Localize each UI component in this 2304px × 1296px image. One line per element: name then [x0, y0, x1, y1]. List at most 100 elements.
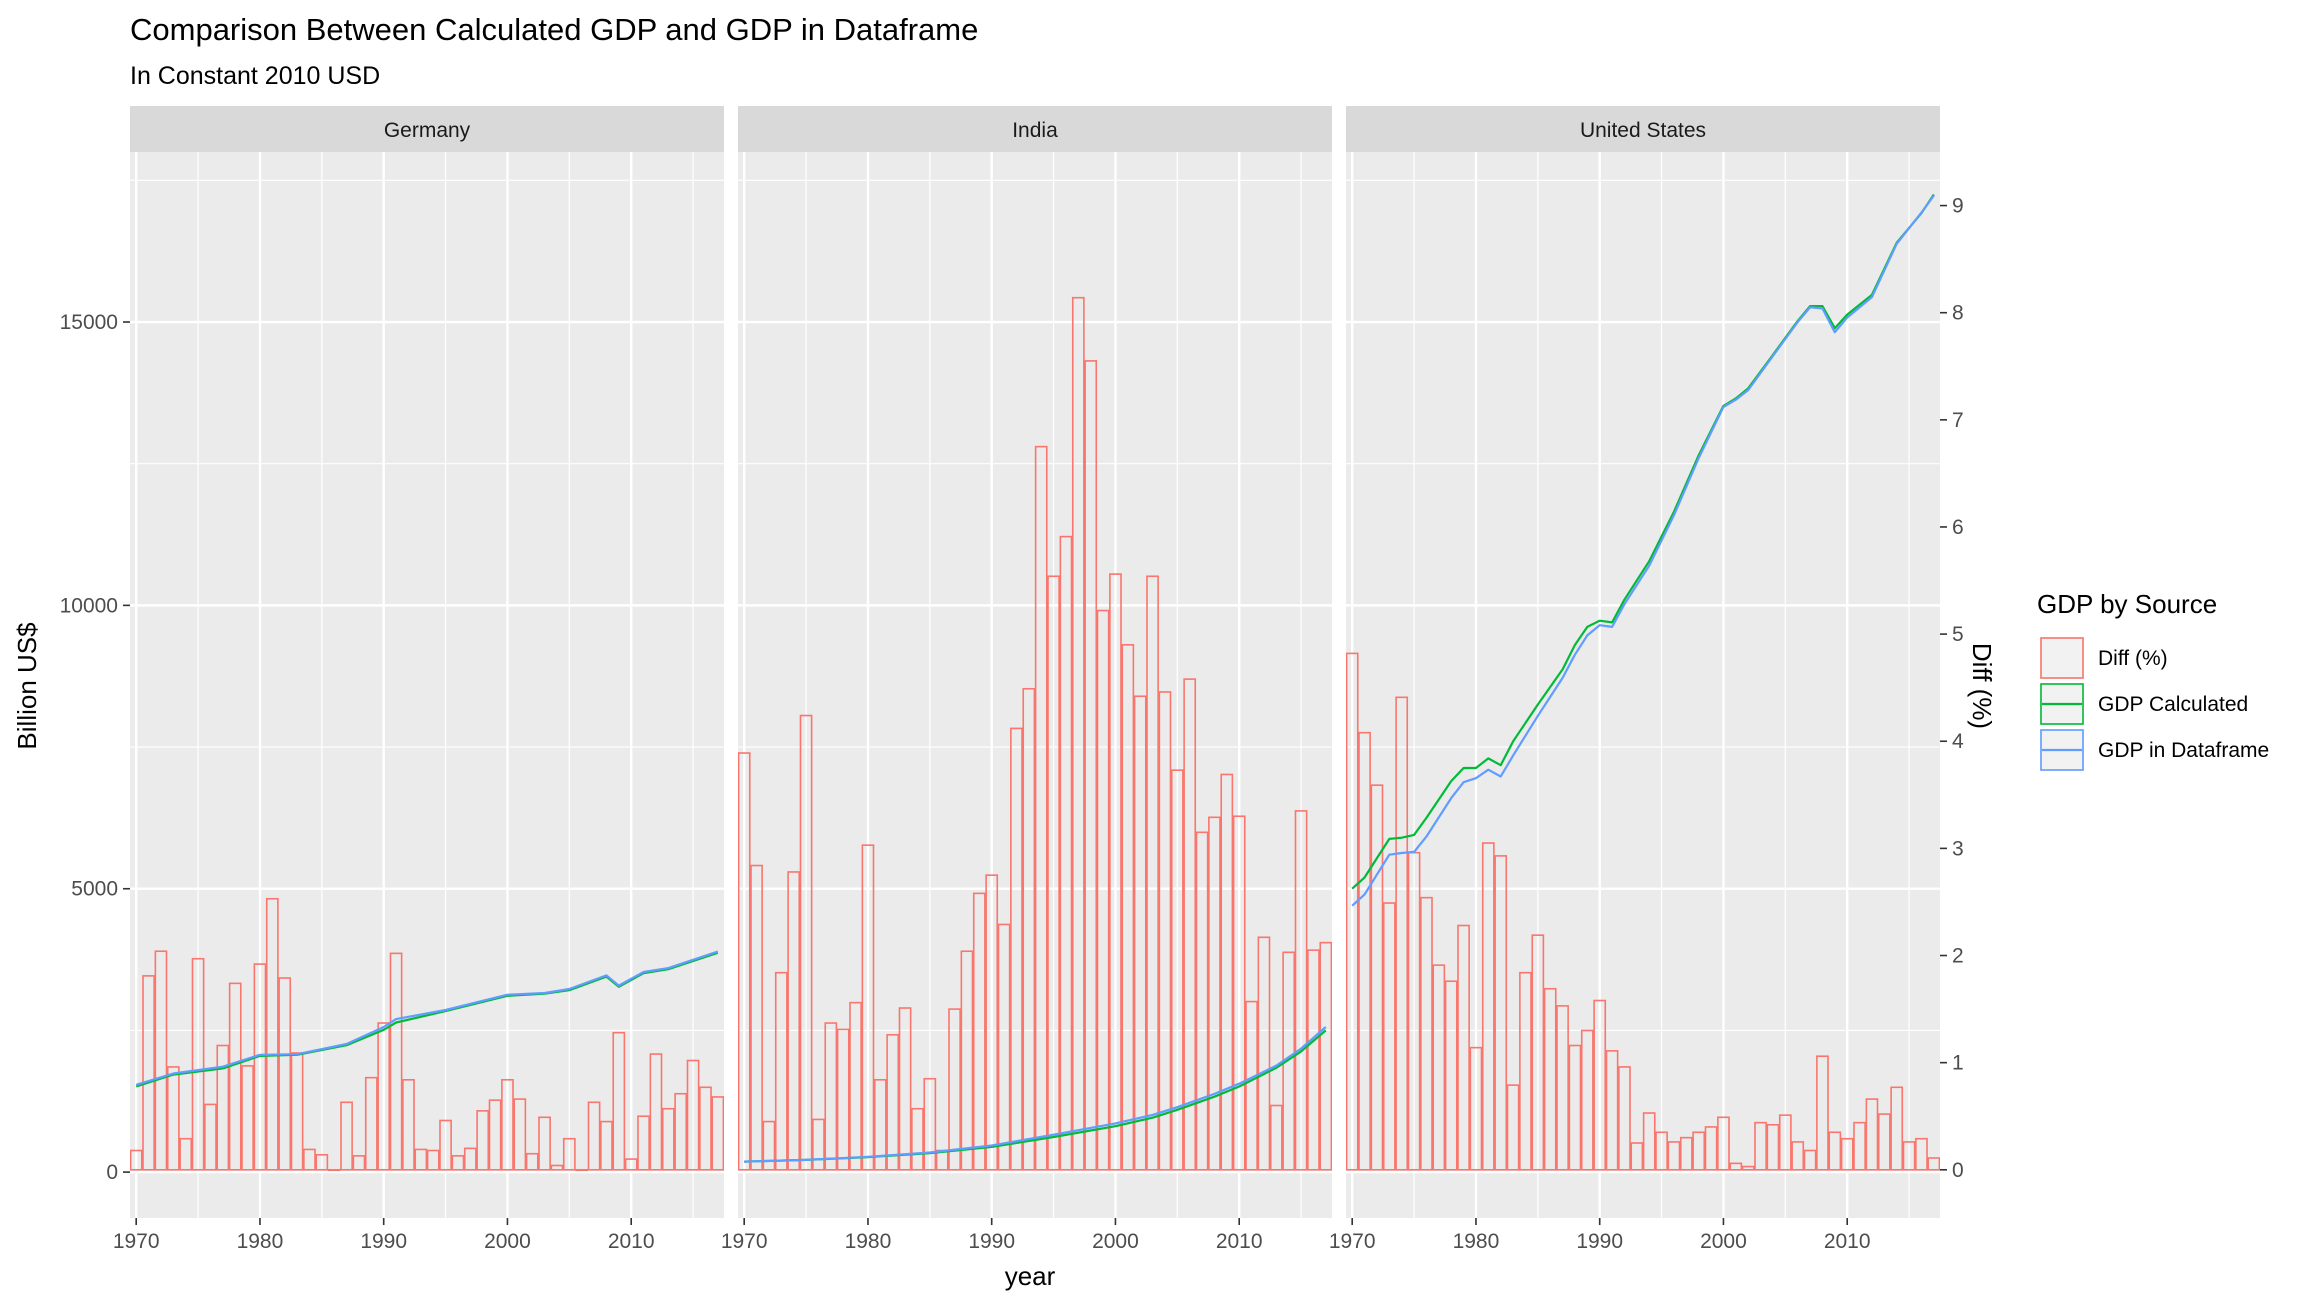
diff-bar — [948, 1008, 961, 1171]
diff-bar — [1346, 652, 1359, 1171]
panel-strip — [1346, 106, 1940, 152]
diff-bar — [414, 1148, 428, 1171]
y-right-tick-label: 9 — [1952, 195, 1964, 218]
x-tick-label: 1990 — [1576, 1230, 1623, 1253]
diff-bar — [1741, 1165, 1755, 1171]
diff-bar — [1232, 815, 1246, 1171]
legend-item-gdp-in-dataframe: GDP in Dataframe — [2040, 729, 2269, 771]
diff-bar — [960, 950, 974, 1171]
x-tick-label: 2010 — [1216, 1230, 1263, 1253]
diff-bar — [1220, 773, 1234, 1171]
diff-bar — [439, 1119, 452, 1171]
diff-bar — [1133, 695, 1147, 1171]
diff-bar — [799, 714, 813, 1171]
diff-bar — [898, 1007, 912, 1171]
diff-bar — [253, 963, 267, 1171]
x-axis-ticks-india: 1970 1980 1990 2000 2010 — [721, 1218, 1263, 1253]
legend-key-box — [2040, 637, 2084, 679]
y-right-tick-label: 1 — [1952, 1052, 1964, 1075]
diff-bar — [1382, 902, 1396, 1171]
diff-bar — [327, 1168, 341, 1172]
diff-bar — [699, 1086, 712, 1171]
diff-bar — [1791, 1141, 1805, 1171]
diff-bar — [290, 1052, 304, 1171]
legend-item-label: GDP in Dataframe — [2098, 739, 2269, 762]
diff-bar — [1420, 896, 1433, 1171]
legend-key-box — [2040, 729, 2084, 771]
diff-bar — [1170, 769, 1184, 1171]
y-tick-label: 0 — [106, 1161, 118, 1184]
axes-layer: 1970 1980 1990 2000 2010 1970 1980 1990 2000 2010… — [60, 195, 1964, 1253]
diff-bar — [1208, 816, 1221, 1171]
diff-bar — [1630, 1142, 1644, 1171]
diff-bar — [600, 1120, 613, 1171]
diff-bar — [738, 752, 751, 1171]
diff-bar — [1432, 964, 1446, 1171]
diff-bar — [204, 1103, 217, 1171]
diff-bar — [861, 844, 875, 1171]
diff-bar — [711, 1096, 724, 1171]
diff-bar — [1655, 1131, 1668, 1171]
diff-bar — [463, 1147, 477, 1171]
gdp-lines — [1351, 193, 1935, 907]
diff-bar — [1766, 1123, 1780, 1171]
diff-bar — [1494, 855, 1508, 1171]
diff-bar — [1729, 1162, 1743, 1171]
diff-bars — [130, 897, 724, 1172]
diff-bar — [1183, 678, 1197, 1171]
diff-bar — [1667, 1141, 1681, 1171]
diff-bar — [488, 1099, 502, 1171]
diff-bar — [278, 977, 292, 1171]
diff-bar — [179, 1137, 193, 1171]
legend-title: GDP by Source — [2037, 589, 2217, 619]
diff-bar — [364, 1076, 378, 1171]
diff-bar — [637, 1115, 650, 1171]
diff-bar — [1778, 1114, 1792, 1171]
y-right-tick-label: 8 — [1952, 302, 1964, 325]
panel-germany: Germany — [130, 106, 724, 1218]
panel-strip — [130, 106, 724, 152]
diff-bar — [1568, 1044, 1582, 1171]
y-tick-label: 10000 — [60, 594, 118, 617]
x-tick-label: 1980 — [1453, 1230, 1500, 1253]
diff-bar — [1071, 296, 1085, 1171]
y-tick-label: 5000 — [71, 878, 118, 901]
panel-strip-label: Germany — [384, 119, 471, 142]
gdp-dataframe-line — [1351, 194, 1935, 907]
x-tick-label: 2000 — [1700, 1230, 1747, 1253]
diff-bar — [1890, 1086, 1904, 1171]
diff-bar — [787, 871, 801, 1171]
diff-bar — [1506, 1084, 1520, 1171]
panel-strip-label: United States — [1580, 119, 1706, 142]
diff-bar — [389, 952, 403, 1171]
diff-bar — [241, 1065, 254, 1171]
diff-bar — [1593, 999, 1607, 1171]
diff-bar — [1902, 1141, 1916, 1171]
diff-bar — [575, 1168, 589, 1172]
diff-bar — [550, 1164, 564, 1171]
diff-bar — [649, 1053, 663, 1171]
diff-bar — [426, 1149, 440, 1171]
diff-bar — [402, 1078, 415, 1171]
diff-bars — [1346, 652, 1940, 1171]
diff-bar — [154, 950, 168, 1171]
diff-bar — [1034, 445, 1048, 1171]
x-tick-label: 1970 — [1329, 1230, 1376, 1253]
diff-bar — [562, 1137, 576, 1171]
y-right-tick-label: 0 — [1952, 1159, 1964, 1182]
diff-bar — [1457, 924, 1470, 1171]
diff-bar — [1245, 1000, 1258, 1171]
diff-bar — [774, 971, 788, 1171]
x-axis-label: year — [1005, 1261, 1056, 1291]
diff-bar — [1927, 1157, 1940, 1171]
diff-bar — [824, 1022, 838, 1171]
diff-bar — [849, 1001, 862, 1171]
diff-bar — [476, 1110, 490, 1171]
x-tick-label: 2000 — [484, 1230, 531, 1253]
legend-key-box — [2040, 683, 2084, 725]
diff-bar — [1059, 535, 1073, 1171]
diff-bar — [1853, 1121, 1866, 1171]
diff-bar — [1358, 731, 1371, 1171]
diff-bar — [612, 1031, 626, 1171]
diff-bar — [1816, 1055, 1829, 1171]
